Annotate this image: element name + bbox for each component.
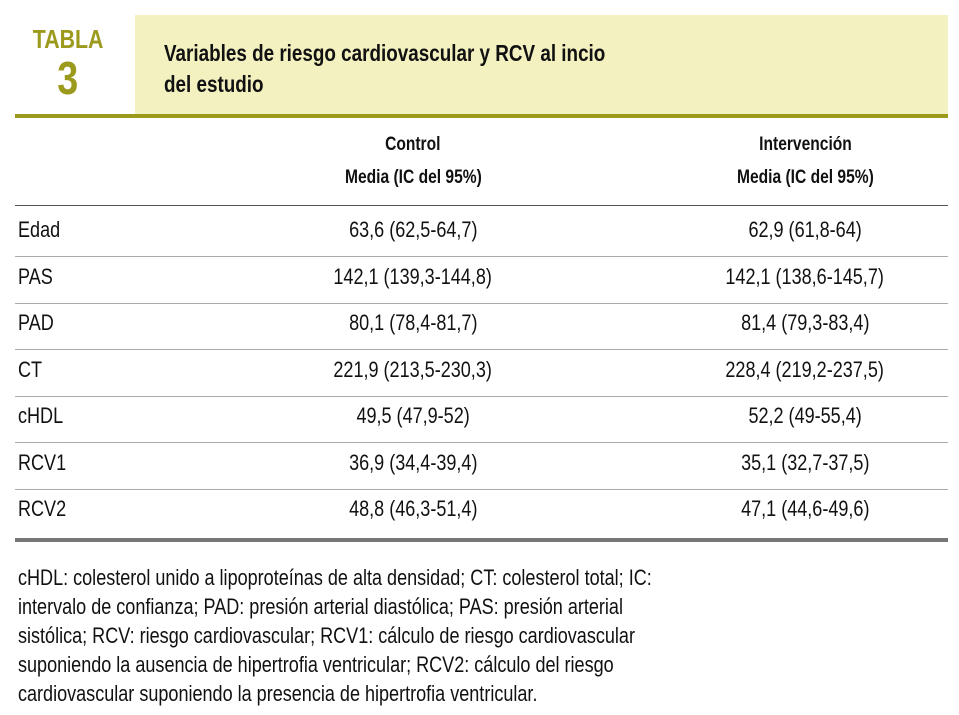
row-label: RCV1 xyxy=(18,449,67,475)
cell: 35,1 (32,7-37,5) xyxy=(740,449,870,475)
cell: 63,6 (62,5-64,7) xyxy=(348,217,478,242)
cell: 52,2 (49-55,4) xyxy=(748,403,862,428)
cell: 48,8 (46,3-51,4) xyxy=(348,496,478,521)
cell: 221,9 (213,5-230,3) xyxy=(333,356,493,382)
title-line: Variables de riesgo cardiovascular y RCV… xyxy=(164,40,606,66)
table-number: 3 xyxy=(57,52,79,104)
footnote-line: intervalo de confianza; PAD: presión art… xyxy=(18,594,623,619)
column-header: Intervención xyxy=(758,134,852,155)
table-bottom-rule xyxy=(15,538,948,542)
row-rule xyxy=(15,302,948,304)
cell: 49,5 (47,9-52) xyxy=(356,403,470,428)
column-header: Media (IC del 95%) xyxy=(344,167,482,188)
cell: 81,4 (79,3-83,4) xyxy=(740,310,870,335)
row-rule xyxy=(15,349,948,350)
footnote-line: cHDL: colesterol unido a lipoproteínas d… xyxy=(18,565,652,590)
cell: 47,1 (44,6-49,6) xyxy=(740,496,870,521)
column-header: Control xyxy=(385,134,441,155)
title-line: del estudio xyxy=(164,71,264,97)
cell: 80,1 (78,4-81,7) xyxy=(348,310,478,335)
table-title: Variables de riesgo cardiovascular y RCV… xyxy=(164,38,702,100)
header-bottom-rule xyxy=(15,205,948,206)
header-box xyxy=(135,15,948,116)
header-rule xyxy=(15,114,948,118)
row-label: PAD xyxy=(18,310,54,335)
column-header: Media (IC del 95%) xyxy=(736,167,874,188)
row-rule xyxy=(15,395,948,397)
row-label: Edad xyxy=(18,217,61,242)
row-label: PAS xyxy=(18,263,53,289)
footnote-line: suponiendo la ausencia de hipertrofia ve… xyxy=(18,652,614,677)
cell: 228,4 (219,2-237,5) xyxy=(725,356,885,382)
row-label: RCV2 xyxy=(18,496,67,521)
row-label: CT xyxy=(18,356,43,382)
row-rule xyxy=(15,256,948,257)
row-rule xyxy=(15,488,948,490)
row-rule xyxy=(15,442,948,443)
row-label: cHDL xyxy=(18,403,64,428)
footnote-line: cardiovascular suponiendo la presencia d… xyxy=(18,681,538,706)
footnote-line: sistólica; RCV: riesgo cardiovascular; R… xyxy=(18,623,635,648)
cell: 142,1 (139,3-144,8) xyxy=(333,263,493,289)
cell: 36,9 (34,4-39,4) xyxy=(348,449,478,475)
cell: 62,9 (61,8-64) xyxy=(748,217,862,242)
cell: 142,1 (138,6-145,7) xyxy=(725,263,885,289)
table-label: TABLA xyxy=(32,24,104,54)
